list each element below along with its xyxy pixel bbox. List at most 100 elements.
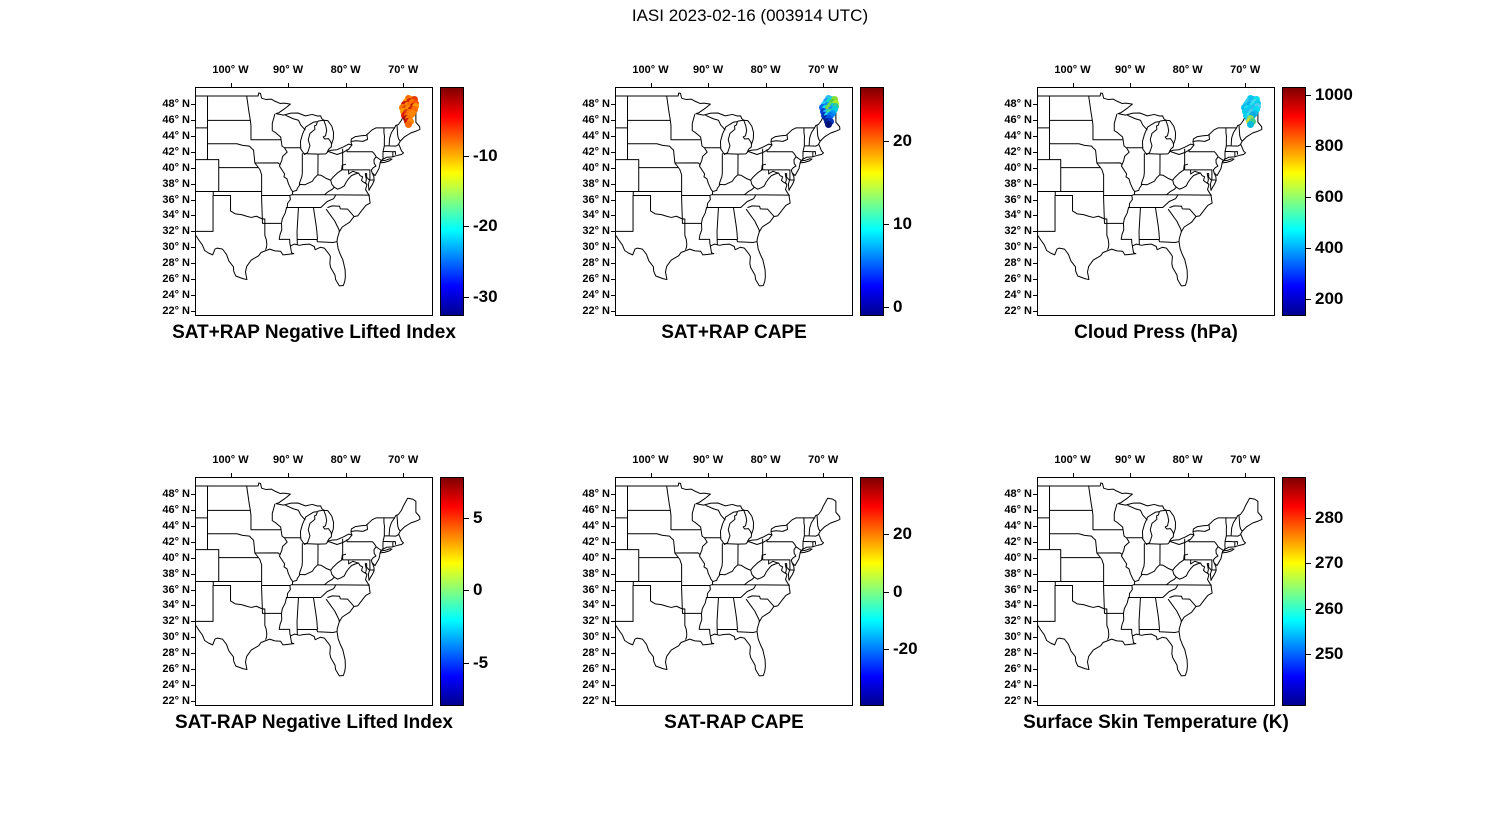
- colorbar-tick-label: -10: [473, 146, 498, 166]
- panel-sat-minus-rap-cape: 100° W 90° W 80° W 70° W 48° N 46° N 44° N 42°…: [516, 450, 976, 780]
- y-tick-label: 28° N: [582, 257, 610, 270]
- y-tick-mark: [1033, 493, 1037, 495]
- y-tick-mark: [1033, 621, 1037, 623]
- y-tick-label: 42° N: [162, 535, 190, 548]
- y-tick-label: 36° N: [162, 583, 190, 596]
- x-tick-label: 70° W: [808, 454, 839, 466]
- x-tick-mark: [345, 473, 347, 477]
- colorbar: [440, 87, 464, 316]
- y-tick-label: 46° N: [162, 113, 190, 126]
- colorbar-tick-label: 20: [893, 131, 912, 151]
- y-tick-mark: [1033, 669, 1037, 671]
- x-tick-mark: [650, 83, 652, 87]
- y-tick-mark: [611, 685, 615, 687]
- colorbar-tick-mark: [884, 224, 889, 226]
- colorbar-tick-label: -20: [473, 216, 498, 236]
- colorbar: [1282, 477, 1306, 706]
- x-tick-label: 90° W: [693, 454, 724, 466]
- y-tick-label: 34° N: [1004, 599, 1032, 612]
- panel-title: SAT-RAP CAPE: [664, 712, 804, 733]
- y-tick-mark: [611, 605, 615, 607]
- y-tick-mark: [1033, 589, 1037, 591]
- x-tick-mark: [650, 473, 652, 477]
- us-basemap: [616, 88, 852, 315]
- colorbar: [1282, 87, 1306, 316]
- y-tick-mark: [191, 637, 195, 639]
- y-tick-label: 34° N: [1004, 209, 1032, 222]
- colorbar-tick-mark: [1306, 94, 1311, 96]
- x-tick-label: 80° W: [750, 64, 781, 76]
- y-tick-mark: [611, 103, 615, 105]
- y-tick-mark: [1033, 653, 1037, 655]
- y-tick-label: 30° N: [582, 241, 610, 254]
- y-tick-mark: [191, 151, 195, 153]
- y-tick-mark: [611, 493, 615, 495]
- colorbar-gradient: [441, 478, 463, 705]
- colorbar-tick-mark: [464, 517, 469, 519]
- x-tick-label: 70° W: [1230, 454, 1261, 466]
- colorbar-tick-mark: [1306, 196, 1311, 198]
- x-tick-label: 90° W: [273, 64, 304, 76]
- y-tick-label: 28° N: [162, 257, 190, 270]
- data-point: [1246, 121, 1254, 129]
- x-tick-mark: [708, 83, 710, 87]
- colorbar-tick-label: 0: [893, 581, 903, 601]
- x-tick-mark: [1130, 473, 1132, 477]
- x-tick-label: 90° W: [1115, 454, 1146, 466]
- colorbar-tick-mark: [1306, 563, 1311, 565]
- y-tick-label: 22° N: [1004, 305, 1032, 318]
- y-tick-label: 40° N: [162, 161, 190, 174]
- colorbar-tick-label: 280: [1315, 507, 1344, 527]
- x-tick-mark: [1130, 83, 1132, 87]
- y-tick-label: 24° N: [1004, 289, 1032, 302]
- y-tick-mark: [191, 167, 195, 169]
- colorbar: [860, 477, 884, 706]
- colorbar-tick-mark: [1306, 653, 1311, 655]
- x-tick-label: 80° W: [1172, 454, 1203, 466]
- colorbar-tick-label: -5: [473, 653, 489, 672]
- y-tick-mark: [1033, 183, 1037, 185]
- y-tick-mark: [191, 183, 195, 185]
- x-tick-mark: [823, 473, 825, 477]
- colorbar-tick-mark: [884, 533, 889, 535]
- y-tick-mark: [611, 541, 615, 543]
- y-tick-label: 26° N: [162, 663, 190, 676]
- y-tick-mark: [611, 701, 615, 703]
- us-basemap: [1038, 88, 1274, 315]
- y-tick-label: 44° N: [582, 519, 610, 532]
- y-tick-label: 34° N: [582, 599, 610, 612]
- x-tick-label: 90° W: [1115, 64, 1146, 76]
- y-tick-mark: [191, 263, 195, 265]
- y-tick-mark: [1033, 263, 1037, 265]
- colorbar-tick-mark: [464, 296, 469, 298]
- y-tick-mark: [191, 685, 195, 687]
- y-tick-mark: [191, 231, 195, 233]
- us-basemap: [196, 88, 432, 315]
- y-tick-mark: [1033, 295, 1037, 297]
- y-tick-mark: [611, 167, 615, 169]
- x-tick-label: 70° W: [388, 64, 419, 76]
- y-tick-mark: [611, 199, 615, 201]
- colorbar-tick-mark: [884, 141, 889, 143]
- y-tick-label: 36° N: [1004, 583, 1032, 596]
- x-tick-mark: [288, 83, 290, 87]
- y-tick-label: 42° N: [1004, 535, 1032, 548]
- y-tick-mark: [611, 637, 615, 639]
- colorbar-tick-label: 10: [893, 214, 912, 234]
- panel-title: SAT+RAP Negative Lifted Index: [172, 322, 456, 343]
- y-tick-label: 24° N: [162, 289, 190, 302]
- y-tick-label: 38° N: [582, 177, 610, 190]
- y-tick-label: 36° N: [162, 193, 190, 206]
- y-tick-label: 28° N: [162, 647, 190, 660]
- y-tick-label: 46° N: [582, 113, 610, 126]
- x-tick-label: 80° W: [1172, 64, 1203, 76]
- x-tick-label: 100° W: [212, 454, 249, 466]
- x-tick-mark: [1245, 473, 1247, 477]
- x-tick-mark: [403, 473, 405, 477]
- y-tick-mark: [191, 311, 195, 313]
- data-point: [824, 121, 832, 129]
- y-tick-label: 36° N: [1004, 193, 1032, 206]
- y-tick-label: 30° N: [162, 631, 190, 644]
- y-tick-label: 48° N: [162, 97, 190, 110]
- x-tick-label: 80° W: [330, 454, 361, 466]
